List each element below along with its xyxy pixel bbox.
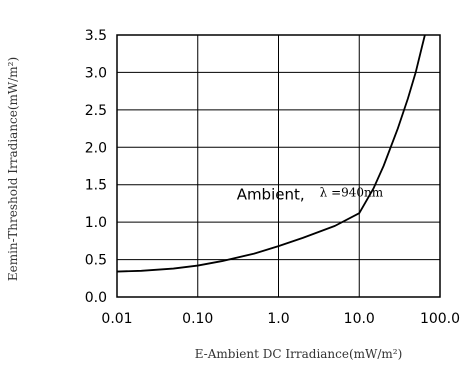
x-axis-label: E-Ambient DC Irradiance(mW/m²) [195, 347, 403, 361]
y-tick-label: 2.0 [85, 140, 107, 156]
y-tick-label: 1.0 [85, 215, 107, 231]
annotation-label: Ambient, [237, 186, 305, 204]
x-tick-label: 10.0 [344, 311, 375, 327]
x-tick-label: 0.01 [101, 311, 132, 327]
annotations: Ambient, λ =940nm [237, 186, 384, 204]
grid [116, 34, 441, 298]
plot-border [116, 34, 441, 298]
x-tick-label: 0.10 [182, 311, 213, 327]
plot-frame [116, 34, 441, 298]
y-tick-label: 0.5 [85, 253, 107, 269]
y-tick-label: 3.0 [85, 65, 107, 81]
y-tick-labels: 0.0 0.5 1.0 1.5 2.0 2.5 3.0 3.5 [85, 28, 107, 306]
x-tick-labels: 0.01 0.10 1.0 10.0 100.0 [101, 311, 460, 327]
y-tick-label: 3.5 [85, 28, 107, 44]
y-tick-label: 2.5 [85, 103, 107, 119]
x-tick-label: 100.0 [420, 311, 460, 327]
y-tick-label: 1.5 [85, 178, 107, 194]
series-line [116, 34, 426, 273]
y-axis-label: Eemin-Threshold Irradiance(mW/m²) [6, 57, 20, 281]
y-tick-label: 0.0 [85, 290, 107, 306]
series-layer [116, 34, 426, 273]
x-tick-label: 1.0 [267, 311, 289, 327]
annotation-label: λ =940nm [320, 186, 384, 200]
